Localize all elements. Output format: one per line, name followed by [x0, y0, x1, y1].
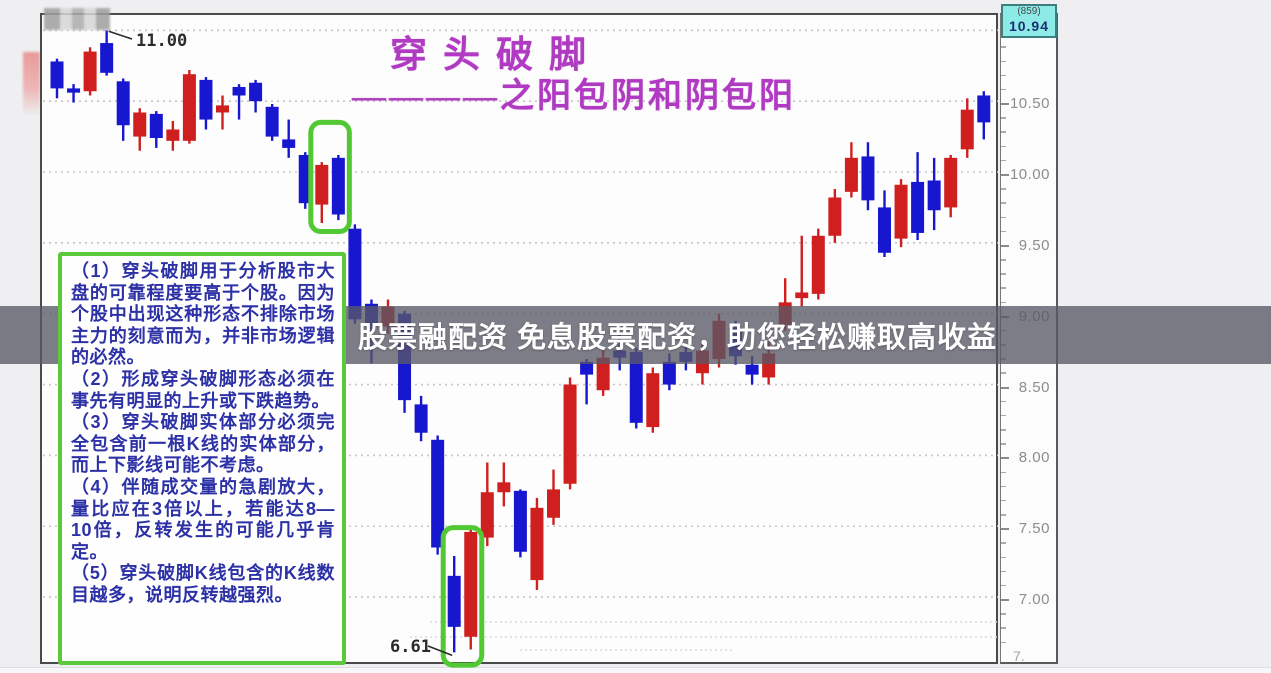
axis-tick [1001, 528, 1009, 531]
axis-tick [1001, 556, 1006, 559]
axis-tick [1001, 216, 1006, 218]
axis-tick [1001, 542, 1006, 544]
axis-tick [1001, 584, 1006, 587]
axis-tick [1001, 259, 1006, 261]
axis-tick [1001, 641, 1006, 644]
pattern-note-item: （2）形成穿头破脚形态必须在事先有明显的上升或下跌趋势。 [71, 368, 335, 411]
axis-tick [1001, 613, 1006, 615]
axis-label: 7.50 [1018, 520, 1050, 538]
axis-tick [1001, 244, 1009, 247]
axis-tick [1001, 627, 1006, 629]
axis-tick [1001, 485, 1006, 488]
axis-tick [1001, 46, 1006, 48]
current-price-header: (859) [1017, 6, 1041, 17]
axis-tick [1001, 372, 1006, 374]
pattern-note-item: （1）穿头破脚用于分析股市大盘的可靠程度要高于个股。因为个股中出现这种形态不排除… [71, 261, 335, 368]
pattern-note-item: （4）伴随成交量的急剧放大，量比应在3倍以上，若能达8—10倍，反转发生的可能几… [71, 476, 335, 562]
axis-tick [1001, 174, 1009, 176]
axis-tick [1001, 74, 1006, 77]
pattern-title-line1: 穿头破脚 [390, 35, 602, 76]
pattern-notes-box: （1）穿头破脚用于分析股市大盘的可靠程度要高于个股。因为个股中出现这种形态不排除… [58, 252, 346, 665]
axis-tick [1001, 457, 1009, 460]
axis-tick [1001, 386, 1009, 389]
axis-tick [1001, 60, 1006, 63]
pattern-note-item: （5）穿头破脚K线包含的K线数目越多，说明反转越强烈。 [71, 563, 335, 605]
watermark-logo [44, 8, 110, 30]
axis-tick [1001, 414, 1006, 417]
axis-tick [1001, 599, 1009, 602]
axis-label: 10.00 [1009, 166, 1050, 183]
axis-tick [1001, 188, 1006, 190]
axis-tick [1001, 429, 1006, 431]
axis-tick [1001, 230, 1006, 233]
current-price-box: (859) 10.94 [1001, 4, 1057, 38]
pattern-title-line2: ————之阳包阴和阴包阳 [352, 77, 796, 115]
axis-label: 7.00 [1018, 591, 1050, 609]
axis-tick [1001, 159, 1006, 162]
axis-tick [1001, 443, 1006, 445]
axis-tick [1001, 273, 1006, 275]
axis-tick [1001, 471, 1006, 474]
axis-tick [1001, 287, 1006, 289]
pattern-title: 穿头破脚 ————之阳包阴和阴包阳 [352, 35, 796, 116]
axis-tick [1001, 145, 1006, 148]
axis-label: 8.50 [1018, 378, 1050, 396]
axis-tick [1001, 131, 1006, 133]
bottom-strip [0, 667, 1271, 673]
axis-partial-bottom-label: 7. [1013, 648, 1025, 664]
axis-tick [1001, 499, 1006, 502]
axis-tick [1001, 301, 1006, 304]
axis-label: 10.50 [1009, 95, 1050, 113]
current-price-value: 10.94 [1008, 18, 1050, 34]
axis-tick [1001, 570, 1006, 573]
axis-tick [1001, 117, 1006, 119]
axis-tick [1001, 202, 1006, 204]
pattern-note-item: （3）穿头破脚实体部分必须完全包含前一根K线的实体部分，而上下影线可能不考虑。 [71, 412, 335, 476]
axis-label: 9.50 [1018, 236, 1050, 254]
svg-text:6.61: 6.61 [390, 637, 431, 657]
axis-tick [1001, 400, 1006, 403]
axis-label: 8.00 [1018, 449, 1050, 467]
pink-blob-decoration [23, 52, 40, 116]
axis-tick [1001, 514, 1006, 516]
axis-tick [1001, 88, 1006, 91]
axis-tick [1001, 103, 1009, 106]
ad-banner-text: 股票融配资 免息股票配资，助您轻松赚取高收益 [358, 322, 998, 354]
svg-text:11.00: 11.00 [136, 31, 187, 51]
